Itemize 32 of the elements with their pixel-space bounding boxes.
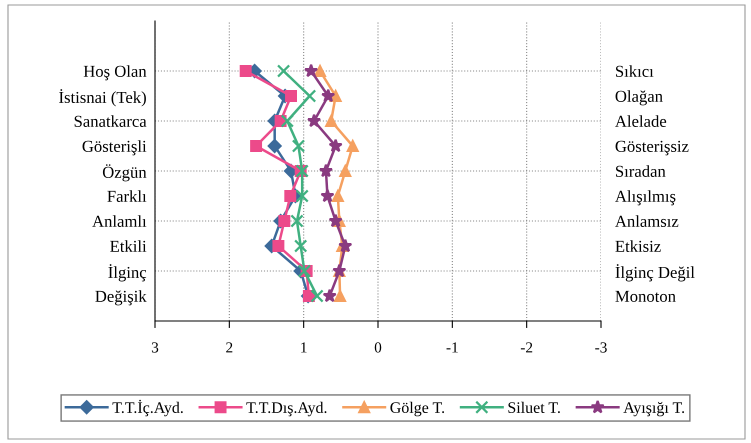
y2-tick-label: Sıkıcı <box>616 65 654 77</box>
x-tick-label: -3 <box>595 342 607 353</box>
y-tick-label: Etkili <box>110 240 146 252</box>
y2-tick-label: Gösterişsiz <box>616 140 688 156</box>
legend-label: Ayışığı T. <box>623 402 684 416</box>
y2-tick-label: Sıradan <box>616 165 666 177</box>
y2-tick-label: Etkisiz <box>615 240 661 252</box>
y-tick-label: Gösterişli <box>82 140 146 156</box>
legend-label: T.T.Dış.Ayd. <box>246 402 326 416</box>
y-tick-label: Özgün <box>102 164 146 182</box>
x-tick-label: 1 <box>301 342 307 352</box>
y-tick-label: Sanatkarca <box>74 115 146 127</box>
y-tick-label: İstisnai (Tek) <box>59 89 146 106</box>
x-tick-label: -2 <box>520 342 532 352</box>
x-tick-label: 2 <box>226 342 232 352</box>
legend-label: Gölge T. <box>390 402 444 416</box>
y-tick-label: Değişik <box>95 290 147 306</box>
x-tick-label: 3 <box>152 342 158 353</box>
y2-tick-label: İlginç Değil <box>615 264 695 282</box>
legend-label: Siluet T. <box>508 402 560 414</box>
y-tick-label: Hoş Olan <box>84 65 146 80</box>
y2-tick-label: Monoton <box>615 290 676 302</box>
x-tick-label: 0 <box>374 342 382 353</box>
y2-tick-label: Olağan <box>616 90 663 106</box>
legend-label: T.T.İç.Ayd. <box>112 400 183 416</box>
y2-tick-label: Alışılmış <box>615 190 676 206</box>
y-tick-label: Farklı <box>107 190 146 202</box>
y2-tick-label: Anlamsız <box>615 215 678 227</box>
y-tick-label: İlginç <box>108 264 146 282</box>
y-tick-label: Anlamlı <box>92 215 146 227</box>
y2-tick-label: Alelade <box>615 115 666 127</box>
x-tick-label: -1 <box>446 342 458 352</box>
